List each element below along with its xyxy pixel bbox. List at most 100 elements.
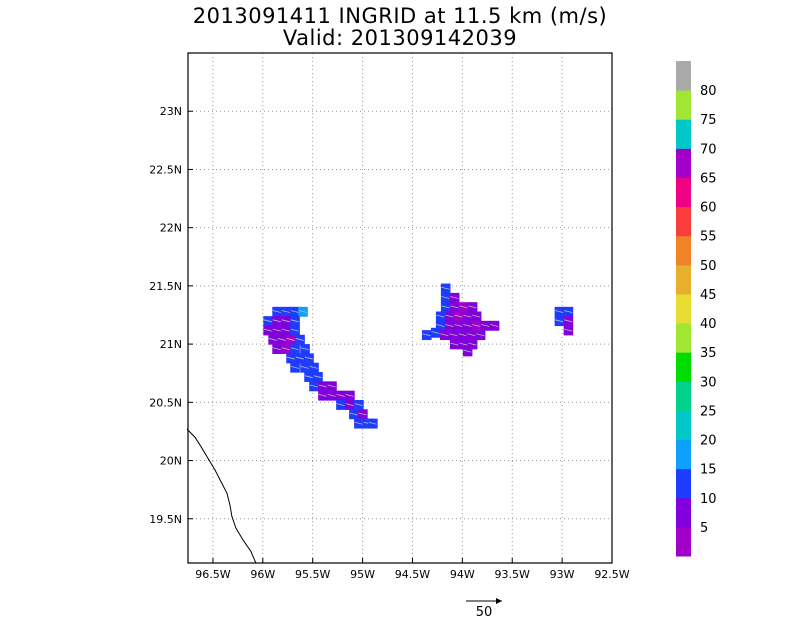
wind-vector — [440, 333, 449, 337]
gridlines — [188, 53, 613, 563]
wind-vector — [358, 412, 367, 416]
colorbar-segment — [676, 148, 691, 178]
wind-vector — [295, 338, 304, 341]
wind-vector — [281, 319, 290, 323]
wind-cells — [263, 283, 574, 429]
colorbar-segment — [676, 264, 691, 295]
wind-vector — [327, 393, 336, 397]
colorbar-label: 20 — [700, 434, 717, 449]
wind-vector — [555, 310, 564, 313]
wind-vector — [459, 305, 468, 309]
colorbar-label: 70 — [700, 142, 717, 157]
coastline-path — [186, 428, 257, 564]
y-tick-label: 19.5N — [149, 513, 182, 526]
wind-vector — [467, 333, 476, 337]
colorbar-label: 65 — [700, 171, 717, 186]
wind-vector — [268, 338, 277, 341]
wind-vector — [277, 338, 286, 341]
colorbar-segment — [676, 119, 691, 149]
colorbar-label: 15 — [700, 463, 717, 478]
wind-vector — [290, 365, 299, 369]
wind-vector — [336, 403, 345, 407]
x-tick-label: 94W — [450, 568, 475, 581]
wind-vector — [422, 333, 431, 337]
y-tick-label: 20.5N — [149, 396, 182, 409]
colorbar-segment — [676, 177, 691, 208]
colorbar-label: 10 — [700, 492, 717, 507]
chart-subtitle: Valid: 201309142039 — [282, 26, 518, 50]
wind-vector — [304, 356, 313, 360]
wind-vector — [300, 365, 309, 369]
colorbar: 5 10 15 20 25 30 35 40 45 50 55 60 65 70 75 80 — [676, 61, 717, 557]
wind-vector — [336, 393, 345, 397]
wind-vector — [345, 403, 354, 407]
colorbar-label: 75 — [700, 113, 717, 128]
colorbar-label: 55 — [700, 230, 717, 245]
wind-vector — [290, 347, 299, 351]
wind-vector — [304, 375, 313, 379]
reference-vector-label: 50 — [476, 605, 493, 618]
colorbar-segment — [676, 206, 691, 237]
wind-vector — [555, 319, 564, 323]
wind-vector — [472, 324, 481, 327]
colorbar-label: 30 — [700, 375, 717, 390]
colorbar-segment — [676, 381, 691, 411]
reference-vector: 50 — [466, 598, 502, 618]
wind-vector — [290, 310, 299, 313]
x-tick-label: 93W — [550, 568, 575, 581]
y-tick-label: 21N — [160, 338, 182, 351]
x-tick-label: 96.5W — [195, 568, 230, 581]
wind-vector — [441, 296, 450, 299]
colorbar-label: 40 — [700, 317, 717, 332]
wind-vector — [286, 338, 295, 341]
wind-vector — [450, 342, 459, 346]
wind-vector — [468, 342, 477, 346]
colorbar-segment — [676, 439, 691, 470]
y-tick-label: 22.5N — [149, 163, 182, 176]
wind-vector — [272, 310, 281, 313]
wind-vector — [298, 310, 307, 313]
chart-title: 2013091411 INGRID at 11.5 km (m/s) — [192, 4, 608, 28]
colorbar-segment — [676, 526, 691, 557]
colorbar-segment — [676, 468, 691, 499]
wind-vector — [263, 319, 272, 323]
y-tick-label: 21.5N — [149, 280, 182, 293]
wind-vector — [441, 305, 450, 309]
wind-vector — [450, 296, 459, 299]
wind-vector — [368, 421, 377, 425]
wind-vector — [450, 305, 459, 309]
x-tick-label: 94.5W — [395, 568, 430, 581]
wind-vector — [431, 331, 440, 334]
y-tick-label: 20N — [160, 455, 182, 468]
wind-vector — [281, 328, 290, 332]
wind-vector — [490, 324, 499, 327]
wind-vector — [436, 314, 445, 318]
wind-vector — [481, 324, 490, 327]
wind-vector — [472, 314, 481, 318]
wind-vector — [272, 347, 281, 351]
wind-vector — [449, 333, 458, 337]
wind-vector — [263, 328, 272, 332]
y-tick-label: 23N — [160, 105, 182, 118]
colorbar-segment — [676, 90, 691, 120]
colorbar-label: 5 — [700, 521, 708, 536]
colorbar-label: 45 — [700, 288, 717, 303]
wind-vector — [286, 356, 295, 360]
colorbar-label: 60 — [700, 201, 717, 216]
wind-vector — [309, 384, 318, 388]
x-tick-label: 96W — [250, 568, 275, 581]
wind-vector — [309, 365, 318, 369]
reference-arrowhead — [496, 598, 502, 604]
wind-vector — [295, 356, 304, 360]
colorbar-segment — [676, 293, 691, 324]
colorbar-segment — [676, 323, 691, 353]
colorbar-segment — [676, 235, 691, 266]
x-tick-label: 92.5W — [594, 568, 629, 581]
wind-vector — [318, 393, 327, 397]
wind-vector — [290, 319, 299, 323]
wind-vector — [354, 403, 363, 407]
y-tick-label: 22N — [160, 222, 182, 235]
x-tick-label: 93.5W — [495, 568, 530, 581]
wind-vector — [463, 349, 472, 353]
